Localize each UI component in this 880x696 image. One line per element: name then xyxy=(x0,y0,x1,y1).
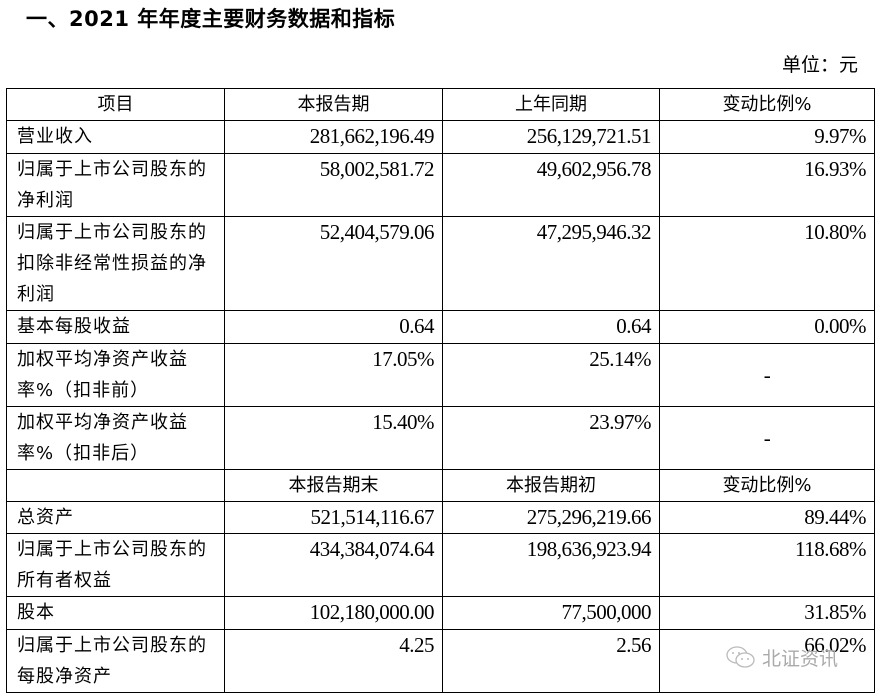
current-value: 58,002,581.72 xyxy=(224,153,443,217)
change-value: 10.80% xyxy=(659,216,875,311)
watermark: 北证资讯 xyxy=(726,644,838,671)
row-label: 加权平均净资产收益率%（扣非后） xyxy=(6,406,225,470)
current-value: 15.40% xyxy=(224,406,443,470)
financial-table: 项目 本报告期 上年同期 变动比例% 营业收入 281,662,196.49 2… xyxy=(6,88,875,693)
previous-value: 0.64 xyxy=(442,310,660,344)
header-change: 变动比例% xyxy=(659,88,875,121)
wechat-icon xyxy=(726,645,755,668)
change-value: 9.97% xyxy=(659,120,875,154)
change-value: 66.02% xyxy=(659,629,875,693)
row-label: 营业收入 xyxy=(6,120,225,154)
change-value: 118.68% xyxy=(659,533,875,597)
subheader-change: 变动比例% xyxy=(659,469,875,502)
table-row: 加权平均净资产收益率%（扣非后） 15.40% 23.97% - xyxy=(6,406,875,470)
subheader-period-start: 本报告期初 xyxy=(442,469,660,502)
previous-value: 256,129,721.51 xyxy=(442,120,660,154)
row-label: 股本 xyxy=(6,596,225,630)
unit-label: 单位：元 xyxy=(781,54,858,76)
row-label: 归属于上市公司股东的净利润 xyxy=(6,153,225,217)
row-label: 加权平均净资产收益率%（扣非前） xyxy=(6,343,225,407)
row-label: 归属于上市公司股东的扣除非经常性损益的净利润 xyxy=(6,216,225,311)
change-value: 89.44% xyxy=(659,501,875,534)
current-value: 521,514,116.67 xyxy=(224,501,443,534)
table-row: 归属于上市公司股东的扣除非经常性损益的净利润 52,404,579.06 47,… xyxy=(6,216,875,311)
table-header: 项目 本报告期 上年同期 变动比例% xyxy=(6,88,875,121)
header-previous: 上年同期 xyxy=(442,88,660,121)
change-value: 31.85% xyxy=(659,596,875,630)
header-item: 项目 xyxy=(6,88,225,121)
row-label: 归属于上市公司股东的每股净资产 xyxy=(6,629,225,693)
table-row: 归属于上市公司股东的所有者权益 434,384,074.64 198,636,9… xyxy=(6,533,875,597)
table-row: 股本 102,180,000.00 77,500,000 31.85% xyxy=(6,596,875,630)
previous-value: 49,602,956.78 xyxy=(442,153,660,217)
table-row: 归属于上市公司股东的净利润 58,002,581.72 49,602,956.7… xyxy=(6,153,875,217)
previous-value: 25.14% xyxy=(442,343,660,407)
row-label: 基本每股收益 xyxy=(6,310,225,344)
previous-value: 47,295,946.32 xyxy=(442,216,660,311)
section-title: 一、2021 年年度主要财务数据和指标 xyxy=(26,7,396,31)
subheader-period-end: 本报告期末 xyxy=(224,469,443,502)
previous-value: 2.56 xyxy=(442,629,660,693)
change-value: 0.00% xyxy=(659,310,875,344)
current-value: 17.05% xyxy=(224,343,443,407)
previous-value: 198,636,923.94 xyxy=(442,533,660,597)
header-current: 本报告期 xyxy=(224,88,443,121)
current-value: 434,384,074.64 xyxy=(224,533,443,597)
current-value: 4.25 xyxy=(224,629,443,693)
table-subheader: 本报告期末 本报告期初 变动比例% xyxy=(6,469,875,502)
previous-value: 275,296,219.66 xyxy=(442,501,660,534)
watermark-text: 北证资讯 xyxy=(762,648,839,670)
row-label: 归属于上市公司股东的所有者权益 xyxy=(6,533,225,597)
previous-value: 23.97% xyxy=(442,406,660,470)
table-row: 归属于上市公司股东的每股净资产 4.25 2.56 66.02% xyxy=(6,629,875,693)
row-label: 总资产 xyxy=(6,501,225,534)
change-value: 16.93% xyxy=(659,153,875,217)
change-value: - xyxy=(659,406,875,470)
current-value: 52,404,579.06 xyxy=(224,216,443,311)
previous-value: 77,500,000 xyxy=(442,596,660,630)
table-row: 总资产 521,514,116.67 275,296,219.66 89.44% xyxy=(6,501,875,534)
current-value: 0.64 xyxy=(224,310,443,344)
table-row: 加权平均净资产收益率%（扣非前） 17.05% 25.14% - xyxy=(6,343,875,407)
table-row: 营业收入 281,662,196.49 256,129,721.51 9.97% xyxy=(6,120,875,154)
current-value: 102,180,000.00 xyxy=(224,596,443,630)
current-value: 281,662,196.49 xyxy=(224,120,443,154)
subheader-item xyxy=(6,469,225,502)
table-row: 基本每股收益 0.64 0.64 0.00% xyxy=(6,310,875,344)
change-value: - xyxy=(659,343,875,407)
